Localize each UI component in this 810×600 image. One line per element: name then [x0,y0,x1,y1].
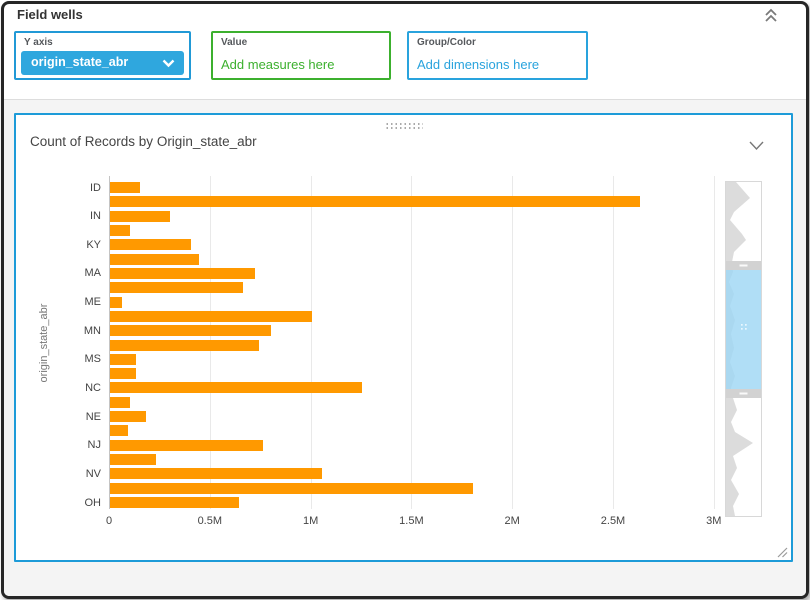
value-field-well[interactable]: Value Add measures here [211,31,391,80]
gridline [613,176,614,509]
visual-card: Count of Records by Origin_state_abr ori… [14,113,793,562]
gridline [713,176,715,509]
group-color-well-label: Group/Color [417,37,476,48]
gridline [512,176,514,509]
scroll-minimap[interactable] [725,181,762,517]
y-tick-label: ME [84,296,102,309]
y-tick-label: MA [84,267,102,280]
x-tick-label: 3M [706,515,722,527]
y-axis-field-dropdown[interactable]: origin_state_abr [21,51,184,75]
bar[interactable] [110,353,137,365]
y-tick-label: IN [90,210,101,223]
y-tick-label: NC [85,381,101,394]
x-tick-label: 0.5M [197,515,223,527]
chevron-down-icon [162,59,175,68]
x-tick-label: 0 [105,515,113,527]
y-tick-label: ID [90,181,101,194]
bar[interactable] [110,253,199,265]
x-tick-label: 2M [504,515,520,527]
x-tick-label: 1M [302,515,319,527]
drag-handle[interactable] [384,122,423,130]
bar[interactable] [110,497,240,509]
minimap-grip-dots [741,324,747,330]
x-tick-label: 1.5M [399,515,424,527]
gridline [411,176,413,509]
visual-title: Count of Records by Origin_state_abr [30,134,257,149]
add-dimensions-hint: Add dimensions here [417,57,540,72]
visual-menu-chevron[interactable] [749,138,765,151]
x-tick-label: 2.5M [600,515,626,527]
minimap-selection[interactable] [726,270,761,389]
y-tick-label: MN [83,324,101,337]
bar[interactable] [110,224,131,236]
bar[interactable] [110,468,322,480]
resize-grip-icon [777,547,788,558]
bar[interactable] [110,439,264,451]
y-axis-field-value: origin_state_abr [31,55,129,69]
double-chevron-up-icon [765,8,777,22]
handle-dash [739,264,748,267]
bar[interactable] [110,482,473,494]
bar[interactable] [110,454,157,466]
y-tick-label: OH [84,496,102,509]
plot-area: 0 0.5M 1M 1.5M 2M 2.5M 3M ID IN KY MA ME MN MS NC NE NJ N… [84,175,741,527]
bar[interactable] [110,210,171,222]
y-axis-well-label: Y axis [24,37,53,48]
bar[interactable] [110,411,147,423]
bar[interactable] [110,282,244,294]
bar[interactable] [110,296,123,308]
bar[interactable] [110,196,641,208]
bar[interactable] [110,339,260,351]
collapse-panel-icon[interactable] [762,6,780,24]
bar[interactable] [110,396,131,408]
y-tick-label: NE [85,410,101,423]
y-tick-label: NV [85,467,101,480]
bar[interactable] [110,325,272,337]
value-well-label: Value [221,37,248,48]
add-measures-hint: Add measures here [221,57,335,72]
y-tick-label: KY [86,238,101,251]
bar[interactable] [110,182,141,193]
gridline [310,176,312,509]
minimap-data-silhouette [726,182,753,516]
bar[interactable] [110,310,312,322]
bar[interactable] [110,239,191,251]
chevron-down-icon [749,141,764,151]
bar[interactable] [110,382,362,394]
minimap-graphic [726,182,761,516]
bar[interactable] [110,267,256,279]
y-axis-field-well: Y axis origin_state_abr [14,31,191,80]
handle-dash [739,392,748,395]
y-axis-line [109,176,110,509]
field-wells-title: Field wells [17,7,83,22]
bar[interactable] [110,368,137,380]
y-tick-label: NJ [87,439,101,452]
bar[interactable] [110,425,129,437]
group-color-field-well[interactable]: Group/Color Add dimensions here [407,31,588,80]
y-tick-label: MS [84,353,102,366]
header-divider [4,99,806,100]
y-axis-title: origin_state_abr [38,303,50,383]
resize-handle[interactable] [776,545,788,558]
